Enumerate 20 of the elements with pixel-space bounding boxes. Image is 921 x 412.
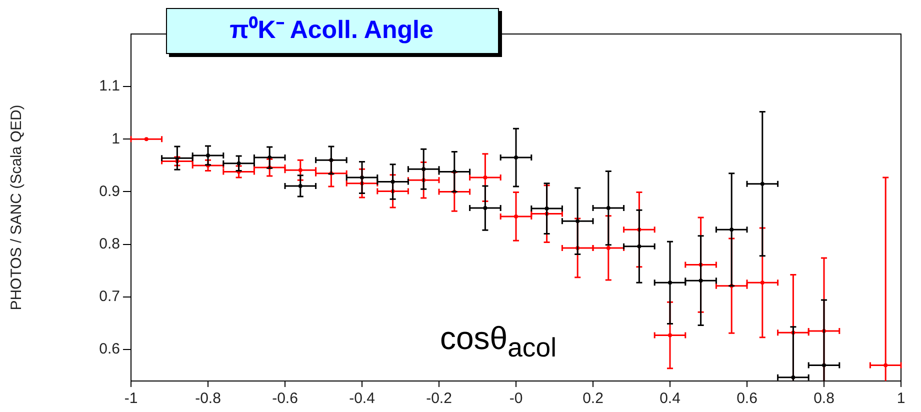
y-tick-label: 0.9 bbox=[99, 182, 120, 200]
y-axis-title: PHOTOS / SANC (Scala QED) bbox=[8, 104, 26, 310]
y-tick-label: 0.6 bbox=[99, 340, 120, 358]
x-tick-label: 0.2 bbox=[582, 390, 604, 408]
annotation: cosθ$_{acol}$ bbox=[440, 320, 556, 364]
x-tick-label: -0.6 bbox=[272, 390, 298, 408]
y-tick-label: 0.8 bbox=[99, 235, 120, 252]
x-tick-label: 0.6 bbox=[736, 390, 758, 408]
x-tick-label: -1 bbox=[124, 390, 138, 408]
x-tick-label: -0.4 bbox=[349, 390, 375, 408]
y-tick-label: 1.1 bbox=[99, 78, 120, 95]
x-tick-label: -0.2 bbox=[426, 390, 452, 408]
x-tick-label: 1 bbox=[896, 390, 906, 408]
y-tick-label: 1 bbox=[112, 130, 120, 148]
x-tick-label: -0 bbox=[509, 390, 523, 408]
x-tick-label: -0.8 bbox=[195, 390, 221, 408]
x-tick-label: 0.4 bbox=[660, 390, 680, 408]
y-tick-label: 0.7 bbox=[99, 288, 120, 306]
chart-title: π⁰K⁻ Acoll. Angle bbox=[230, 16, 434, 44]
x-tick-label: 0.8 bbox=[814, 390, 834, 408]
